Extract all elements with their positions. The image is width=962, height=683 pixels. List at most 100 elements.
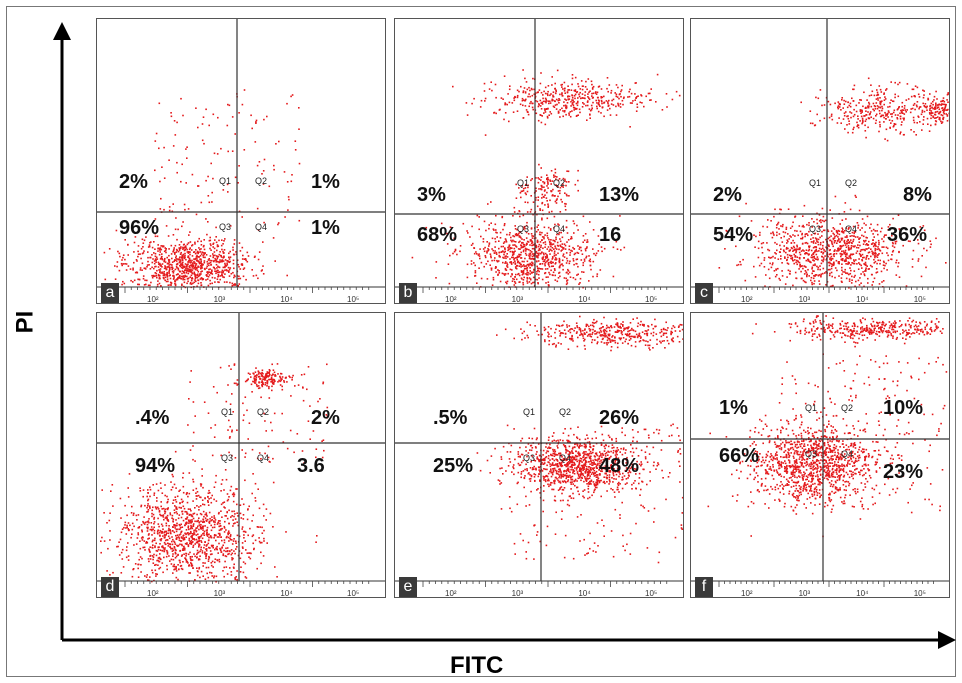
scatter-plot-a: 10² 10³ 10⁴ 10⁵ [97, 19, 385, 304]
x-axis-arrow [938, 631, 956, 649]
percent-q3: 25% [433, 455, 474, 477]
x-tick-label: 10³ [799, 295, 811, 304]
panel-d: 10² 10³ 10⁴ 10⁵ Q1 Q2 Q3 Q4 .4% 2% 94% 3.6 d [96, 312, 386, 598]
x-tick-label: 10⁴ [856, 295, 869, 304]
x-tick-label: 10² [147, 589, 159, 598]
quadrant-label-q3: Q3 [809, 224, 822, 234]
x-tick-label: 10⁵ [347, 589, 359, 598]
quadrant-label-q1: Q1 [219, 176, 232, 186]
quadrant-label-q2: Q2 [845, 178, 858, 188]
quadrant-label-q3: Q3 [517, 224, 530, 234]
quadrant-label-q2: Q2 [553, 178, 566, 188]
dot-cloud [103, 89, 301, 289]
panel-c: 10² 10³ 10⁴ 10⁵ Q1 Q2 Q3 Q4 2% 8% 54% 36% c [690, 18, 950, 304]
quadrant-label-q3: Q3 [805, 449, 818, 459]
x-tick-label: 10² [741, 295, 753, 304]
panel-a: 10² 10³ 10⁴ 10⁵ Q1 Q2 Q3 Q4 2% 1% 96% 1% a [96, 18, 386, 304]
x-tick-label: 10⁵ [645, 295, 657, 304]
x-tick-label: 10³ [214, 589, 226, 598]
x-tick-label: 10³ [799, 589, 811, 598]
quadrant-label-q1: Q1 [523, 407, 536, 417]
x-tick-label: 10⁵ [347, 295, 359, 304]
x-tick-label: 10⁴ [856, 589, 869, 598]
percent-q3: 54% [713, 224, 754, 246]
dot-cloud [100, 363, 329, 583]
percent-q4: 23% [883, 461, 924, 483]
percent-q3: 94% [135, 455, 176, 477]
quadrant-label-q2: Q2 [559, 407, 572, 417]
quadrant-label-q3: Q3 [523, 453, 536, 463]
quadrant-label-q2: Q2 [841, 403, 854, 413]
percent-q3: 68% [417, 224, 458, 246]
x-tick-label: 10⁴ [280, 295, 293, 304]
panel-letter: c [695, 283, 713, 303]
quadrant-label-q3: Q3 [219, 222, 232, 232]
quadrant-label-q4: Q4 [845, 224, 858, 234]
percent-q4: 36% [887, 224, 928, 246]
scatter-plot-c: 10² 10³ 10⁴ 10⁵ [691, 19, 949, 304]
panel-letter: f [695, 577, 713, 597]
quadrant-label-q1: Q1 [517, 178, 530, 188]
percent-q1: .4% [135, 407, 170, 429]
scatter-plot-f: 10² 10³ 10⁴ 10⁵ [691, 313, 949, 598]
x-tick-label: 10⁴ [578, 295, 591, 304]
y-axis-title: PI [11, 310, 39, 334]
x-tick-label: 10³ [512, 295, 524, 304]
percent-q4: 1% [311, 217, 340, 239]
quadrant-label-q4: Q4 [841, 449, 854, 459]
x-tick-label: 10⁵ [645, 589, 657, 598]
x-tick-label: 10² [147, 295, 159, 304]
x-tick-label: 10⁴ [578, 589, 591, 598]
scatter-plot-d: 10² 10³ 10⁴ 10⁵ [97, 313, 385, 598]
panel-f: 10² 10³ 10⁴ 10⁵ Q1 Q2 Q3 Q4 1% 10% 66% 23% f [690, 312, 950, 598]
percent-q3: 96% [119, 217, 160, 239]
x-tick-label: 10³ [214, 295, 226, 304]
percent-q2: 8% [903, 184, 932, 206]
x-tick-label: 10² [445, 589, 457, 598]
percent-q4: 48% [599, 455, 640, 477]
dot-cloud [707, 315, 948, 538]
panel-b: 10² 10³ 10⁴ 10⁵ Q1 Q2 Q3 Q4 3% 13% 68% 16 b [394, 18, 684, 304]
panel-e: 10² 10³ 10⁴ 10⁵ Q1 Q2 Q3 Q4 .5% 26% 25% 48% e [394, 312, 684, 598]
percent-q3: 66% [719, 445, 760, 467]
percent-q2: 26% [599, 407, 640, 429]
panel-letter: d [101, 577, 119, 597]
figure-frame [6, 6, 956, 677]
y-axis-arrow [53, 22, 71, 40]
dot-cloud [718, 77, 949, 289]
quadrant-label-q1: Q1 [221, 407, 234, 417]
quadrant-label-q2: Q2 [257, 407, 270, 417]
percent-q2: 10% [883, 397, 924, 419]
quadrant-label-q1: Q1 [809, 178, 822, 188]
percent-q1: 1% [719, 397, 748, 419]
panel-letter: b [399, 283, 417, 303]
dot-cloud [476, 315, 683, 564]
quadrant-label-q4: Q4 [257, 453, 270, 463]
percent-q2: 2% [311, 407, 340, 429]
percent-q1: 2% [119, 171, 148, 193]
percent-q1: 3% [417, 184, 446, 206]
quadrant-label-q4: Q4 [559, 453, 572, 463]
percent-q2: 1% [311, 171, 340, 193]
quadrant-label-q1: Q1 [805, 403, 818, 413]
x-tick-label: 10⁵ [914, 589, 926, 598]
percent-q2: 13% [599, 184, 640, 206]
x-tick-label: 10⁵ [914, 295, 926, 304]
quadrant-label-q2: Q2 [255, 176, 268, 186]
scatter-plot-b: 10² 10³ 10⁴ 10⁵ [395, 19, 683, 304]
x-tick-label: 10² [445, 295, 457, 304]
x-tick-label: 10⁴ [280, 589, 293, 598]
panel-letter: a [101, 283, 119, 303]
percent-q4: 16 [599, 224, 622, 246]
percent-q4: 3.6 [297, 455, 325, 477]
quadrant-label-q3: Q3 [221, 453, 234, 463]
quadrant-label-q4: Q4 [553, 224, 566, 234]
panel-letter: e [399, 577, 417, 597]
percent-q1: .5% [433, 407, 468, 429]
dot-cloud [411, 69, 681, 289]
x-tick-label: 10³ [512, 589, 524, 598]
percent-q1: 2% [713, 184, 742, 206]
quadrant-label-q4: Q4 [255, 222, 268, 232]
scatter-plot-e: 10² 10³ 10⁴ 10⁵ [395, 313, 683, 598]
